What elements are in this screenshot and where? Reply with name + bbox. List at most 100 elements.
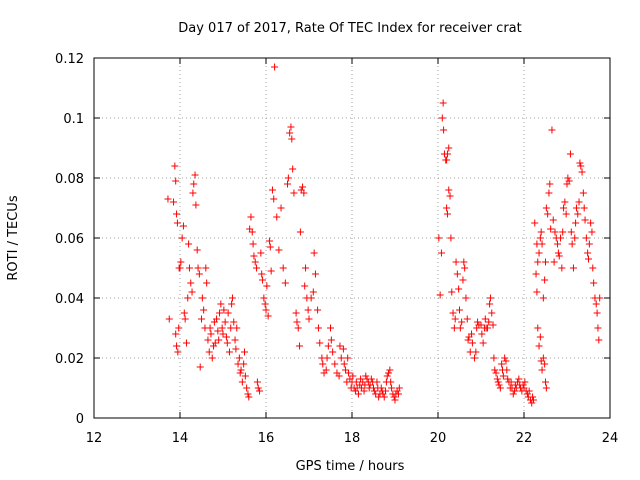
data-point bbox=[170, 198, 178, 206]
data-point bbox=[345, 369, 353, 377]
data-point bbox=[173, 342, 181, 350]
data-point bbox=[344, 354, 352, 362]
data-point bbox=[248, 228, 256, 236]
data-point bbox=[240, 360, 248, 368]
data-point bbox=[456, 324, 464, 332]
data-point bbox=[260, 294, 268, 302]
data-point bbox=[455, 285, 463, 293]
data-point bbox=[568, 240, 576, 248]
data-point bbox=[595, 336, 603, 344]
data-point bbox=[589, 264, 597, 272]
data-point bbox=[271, 63, 279, 71]
data-point bbox=[380, 393, 388, 401]
data-point bbox=[443, 204, 451, 212]
y-tick-label: 0.1 bbox=[63, 112, 84, 127]
data-point bbox=[501, 354, 509, 362]
data-point bbox=[551, 228, 559, 236]
data-point bbox=[173, 219, 181, 227]
data-point bbox=[237, 366, 245, 374]
data-point bbox=[277, 204, 285, 212]
data-point bbox=[581, 216, 589, 224]
data-point bbox=[439, 99, 447, 107]
data-point bbox=[316, 339, 324, 347]
data-point bbox=[463, 315, 471, 323]
data-point bbox=[232, 345, 240, 353]
data-point bbox=[221, 318, 229, 326]
data-point bbox=[565, 177, 573, 185]
data-point bbox=[521, 378, 529, 386]
data-point bbox=[264, 312, 272, 320]
data-point bbox=[588, 228, 596, 236]
data-point bbox=[216, 309, 224, 317]
data-point bbox=[250, 252, 258, 260]
data-point bbox=[362, 372, 370, 380]
data-point bbox=[538, 366, 546, 374]
data-point bbox=[204, 336, 212, 344]
data-point bbox=[587, 219, 595, 227]
data-point bbox=[205, 348, 213, 356]
data-point bbox=[179, 222, 187, 230]
data-point bbox=[579, 189, 587, 197]
data-point bbox=[188, 288, 196, 296]
data-point bbox=[440, 126, 448, 134]
data-point bbox=[251, 258, 259, 266]
y-axis-label: ROTI / TECUs bbox=[6, 195, 21, 280]
data-point bbox=[249, 240, 257, 248]
data-point bbox=[254, 384, 262, 392]
data-point bbox=[450, 324, 458, 332]
data-point bbox=[281, 279, 289, 287]
data-point bbox=[253, 378, 261, 386]
data-point bbox=[539, 354, 547, 362]
data-point bbox=[537, 228, 545, 236]
data-point bbox=[182, 339, 190, 347]
data-point bbox=[233, 324, 241, 332]
data-point bbox=[536, 234, 544, 242]
data-points bbox=[164, 63, 604, 407]
data-point bbox=[198, 294, 206, 302]
data-point bbox=[554, 249, 562, 257]
data-point bbox=[571, 234, 579, 242]
data-point bbox=[486, 300, 494, 308]
data-point bbox=[302, 264, 310, 272]
data-point bbox=[193, 246, 201, 254]
data-point bbox=[173, 210, 181, 218]
data-point bbox=[245, 393, 253, 401]
data-point bbox=[559, 228, 567, 236]
data-point bbox=[247, 213, 255, 221]
data-point bbox=[383, 372, 391, 380]
data-point bbox=[213, 315, 221, 323]
data-point bbox=[542, 258, 549, 266]
data-point bbox=[460, 258, 468, 266]
data-point bbox=[225, 348, 233, 356]
x-tick-label: 12 bbox=[86, 431, 103, 446]
data-point bbox=[492, 369, 500, 377]
data-point bbox=[174, 348, 182, 356]
data-point bbox=[331, 360, 339, 368]
data-point bbox=[335, 372, 343, 380]
data-point bbox=[319, 360, 327, 368]
data-point bbox=[309, 288, 317, 296]
data-point bbox=[164, 195, 172, 203]
data-point bbox=[311, 270, 319, 278]
data-point bbox=[474, 318, 482, 326]
data-point bbox=[562, 210, 570, 218]
data-point bbox=[471, 354, 479, 362]
data-point bbox=[273, 213, 281, 221]
data-point bbox=[533, 288, 541, 296]
data-point bbox=[502, 357, 510, 365]
data-point bbox=[387, 378, 395, 386]
data-point bbox=[244, 390, 252, 398]
data-point bbox=[236, 369, 244, 377]
data-point bbox=[528, 399, 536, 407]
x-tick-label: 14 bbox=[172, 431, 189, 446]
data-point bbox=[499, 372, 507, 380]
x-tick-label: 22 bbox=[516, 431, 533, 446]
data-point bbox=[214, 327, 222, 335]
data-point bbox=[217, 300, 225, 308]
data-point bbox=[448, 288, 456, 296]
data-point bbox=[175, 324, 183, 332]
data-point bbox=[253, 264, 261, 272]
data-point bbox=[386, 366, 394, 374]
data-point bbox=[394, 390, 402, 398]
data-point bbox=[322, 366, 330, 374]
